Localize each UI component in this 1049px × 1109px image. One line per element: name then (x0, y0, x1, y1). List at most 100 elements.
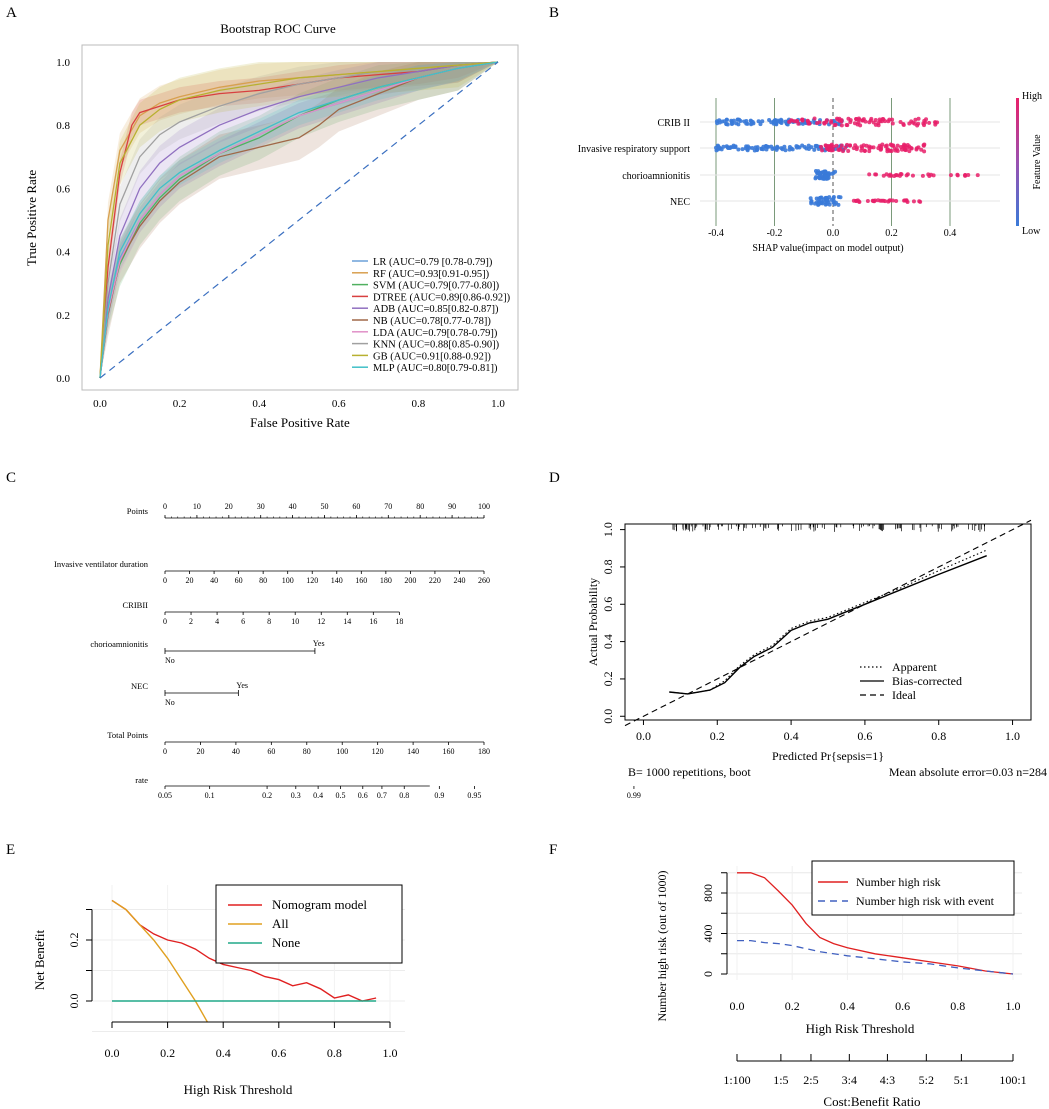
roc-series-line (99, 61, 499, 379)
nomogram-tick-label: 16 (369, 617, 377, 626)
shap-point-low (736, 147, 741, 152)
shap-point-high (877, 143, 882, 148)
shap-point-high (885, 147, 890, 152)
nomogram-tick-label: 30 (257, 502, 265, 511)
shap-point-low (724, 117, 729, 122)
impact-cost-benefit-tick: 5:2 (919, 1073, 934, 1087)
impact-cost-benefit-tick: 1:5 (773, 1073, 788, 1087)
roc-confidence-band (100, 62, 498, 378)
shap-point-low (719, 147, 724, 152)
calibration-x-tick: 1.0 (1005, 729, 1020, 743)
shap-point-high (839, 143, 844, 148)
shap-point-low (806, 143, 811, 148)
calibration-legend-entry: Apparent (892, 660, 937, 674)
nomogram-tick-label: 0 (163, 747, 167, 756)
shap-feature-label: chorioamnionitis (622, 171, 690, 182)
decision-y-label: Net Benefit (32, 929, 47, 990)
shap-feature-label: CRIB II (658, 118, 691, 129)
roc-x-tick: 0.4 (252, 398, 266, 410)
nomogram-row-label: chorioamnionitis (90, 639, 148, 649)
shap-point-low (831, 195, 836, 200)
shap-point-low (760, 119, 765, 124)
nomogram-tick-label: 0 (163, 576, 167, 585)
nomogram-tick-label: 0.05 (158, 791, 172, 800)
nomogram-tick-label: 0.5 (335, 791, 345, 800)
roc-confidence-band (100, 62, 498, 378)
nomogram-tick-label: 90 (448, 502, 456, 511)
shap-point-low (804, 146, 809, 151)
nomogram-tick-label: 0.6 (358, 791, 368, 800)
shap-point-high (843, 145, 848, 150)
shap-point-low (758, 122, 763, 127)
shap-point-high (948, 173, 953, 178)
shap-point-low (794, 144, 799, 149)
shap-point-high (867, 149, 872, 154)
shap-point-low (749, 119, 754, 124)
nomogram-tick-label: 140 (407, 747, 419, 756)
shap-point-high (865, 199, 870, 204)
nomogram-row-label: Total Points (107, 730, 148, 740)
shap-point-high (921, 143, 926, 148)
calibration-x-tick: 0.0 (636, 729, 651, 743)
shap-point-high (927, 120, 932, 125)
shap-x-tick: 0.2 (885, 228, 898, 239)
shap-colorbar-label: Feature Value (1032, 134, 1043, 190)
shap-point-low (816, 196, 821, 201)
shap-point-low (755, 145, 760, 150)
impact-x-tick: 0.0 (730, 999, 745, 1013)
shap-point-high (839, 123, 844, 128)
shap-point-high (877, 117, 882, 122)
shap-point-low (814, 175, 819, 180)
shap-x-tick: 0.0 (827, 228, 840, 239)
shap-point-high (815, 121, 820, 126)
shap-point-high (898, 119, 903, 124)
shap-point-high (846, 116, 851, 121)
calibration-series-line (669, 549, 987, 695)
nomogram-tick-label: 60 (267, 747, 275, 756)
shap-point-low (714, 148, 719, 153)
nomogram-tick-label: 260 (478, 576, 490, 585)
nomogram-tick-label: 40 (289, 502, 297, 511)
shap-x-tick: -0.2 (767, 228, 783, 239)
calibration-y-label: Actual Probability (586, 578, 600, 666)
nomogram-tick-label: 100 (336, 747, 348, 756)
impact-y-tick: 0 (701, 971, 715, 977)
nomogram-tick-label: 0.4 (313, 791, 323, 800)
shap-point-high (904, 173, 909, 178)
shap-point-high (869, 116, 874, 121)
shap-point-low (817, 170, 822, 175)
shap-point-high (789, 118, 794, 123)
shap-point-high (907, 149, 912, 154)
shap-point-high (847, 143, 852, 148)
roc-x-tick: 0.0 (93, 398, 107, 410)
shap-point-low (750, 145, 755, 150)
calibration-chart: 0.0 0.2 0.4 0.6 0.8 1.0 0.0 0.2 0.4 0.6 0.8 1.0 App… (586, 519, 1047, 779)
shap-point-high (890, 117, 895, 122)
shap-point-low (823, 174, 828, 179)
shap-point-high (856, 116, 861, 121)
nomogram-tick-label: 0 (163, 617, 167, 626)
nomogram-tick-label: 220 (429, 576, 441, 585)
nomogram-tick-label: 100 (478, 502, 490, 511)
roc-y-tick: 0.4 (56, 247, 70, 259)
shap-point-high (889, 149, 894, 154)
shap-point-high (888, 172, 893, 177)
decision-x-tick: 0.8 (327, 1046, 342, 1060)
shap-point-high (895, 173, 900, 178)
shap-point-high (830, 148, 835, 153)
decision-x-tick: 0.0 (105, 1046, 120, 1060)
shap-point-low (767, 118, 772, 123)
shap-point-low (824, 198, 829, 203)
nomogram-tick-label: 40 (210, 576, 218, 585)
nomogram-tick-label: 0.2 (262, 791, 272, 800)
shap-point-high (919, 147, 924, 152)
nomogram-tick-label: 0.99 (627, 791, 641, 800)
shap-point-low (820, 170, 825, 175)
decision-legend-entry: All (272, 916, 289, 931)
impact-cost-benefit-tick: 4:3 (880, 1073, 895, 1087)
nomogram-tick-label: 120 (306, 576, 318, 585)
panel-letter-c: C (6, 470, 16, 486)
shap-point-high (895, 143, 900, 148)
panel-letter-a: A (6, 5, 17, 21)
shap-colorbar-low: Low (1022, 226, 1041, 237)
